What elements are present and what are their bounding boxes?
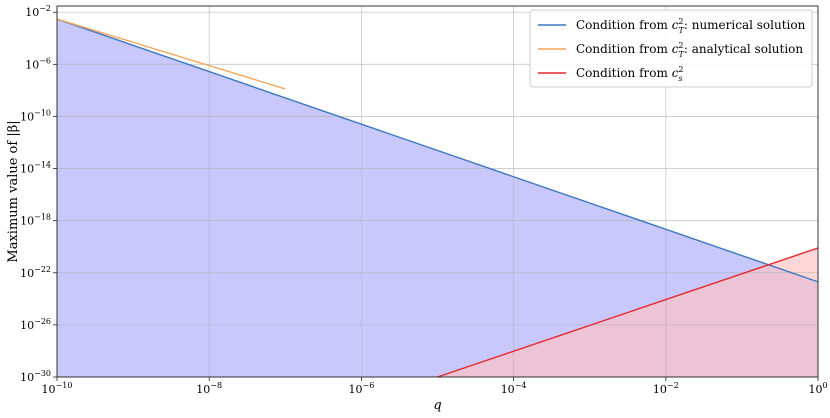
legend: Condition from c2 T: numerical solution Co… xyxy=(529,9,813,88)
y-axis-label: Maximum value of |β| xyxy=(6,120,21,262)
x-tick-label: 10−10 xyxy=(42,381,73,396)
fill-area-series-0 xyxy=(57,19,818,377)
legend-entry-1: Condition from c2 T: analytical solution xyxy=(576,41,803,59)
legend-box xyxy=(529,9,813,88)
x-tick-label: 10−4 xyxy=(501,381,527,396)
x-axis-label: q xyxy=(433,398,441,413)
y-tick-label: 10−6 xyxy=(25,56,51,71)
series-line-2 xyxy=(437,247,819,378)
y-tick-label: 10−30 xyxy=(20,369,51,384)
y-tick-label: 10−2 xyxy=(25,4,51,19)
y-tick-label: 10−10 xyxy=(20,108,51,123)
y-tick-label: 10−22 xyxy=(20,265,51,280)
y-tick-label: 10−18 xyxy=(20,213,51,228)
x-tick-label: 10−8 xyxy=(196,381,222,396)
series-line-0 xyxy=(56,18,819,283)
legend-entry-0: Condition from c2 T: numerical solution xyxy=(576,17,806,35)
y-tick-label: 10−26 xyxy=(20,317,51,332)
x-tick-label: 10−6 xyxy=(349,381,375,396)
x-tick-label: 100 xyxy=(808,381,827,396)
series-line-1 xyxy=(56,18,286,90)
y-tick-label: 10−14 xyxy=(20,161,51,176)
legend-entry-2: Condition from c2 s xyxy=(576,65,684,83)
plot-frame xyxy=(56,5,819,378)
x-tick-label: 10−2 xyxy=(653,381,679,396)
